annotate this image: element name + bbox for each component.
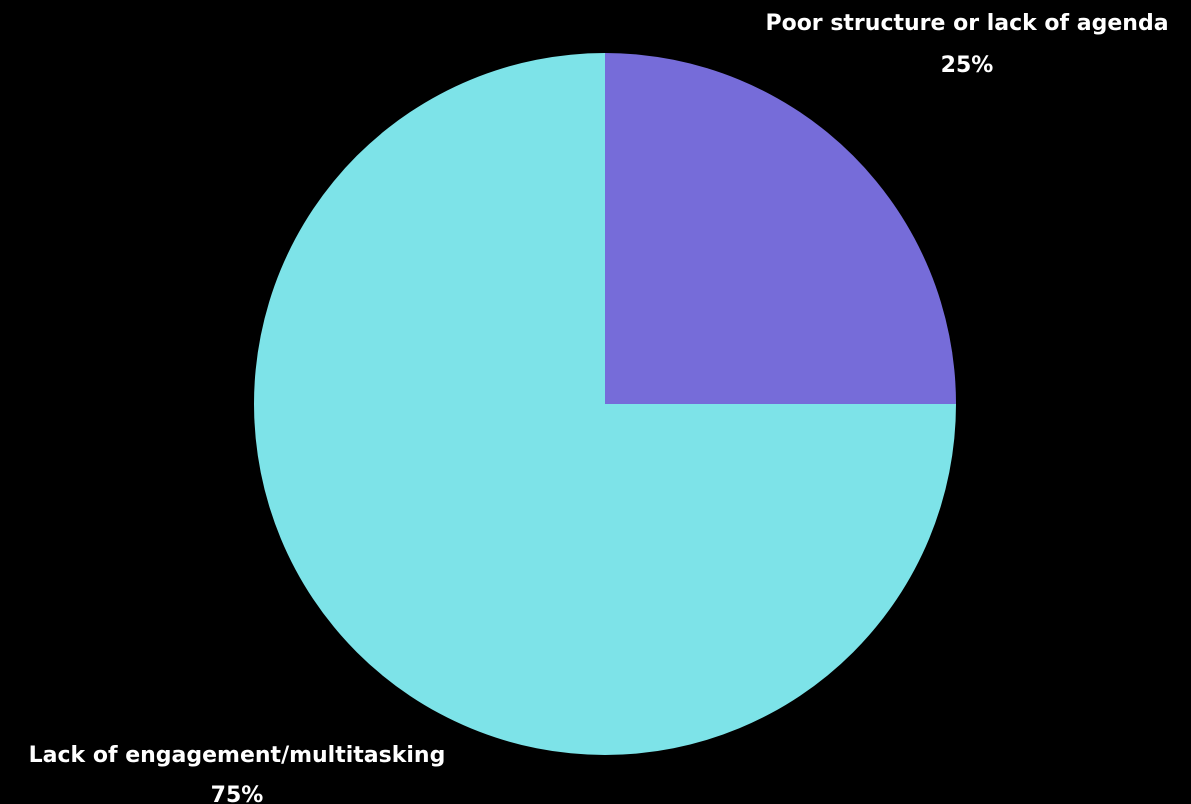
slice-label-value-0: 25% — [941, 53, 994, 78]
slice-label-name-1: Lack of engagement/multitasking — [29, 743, 446, 768]
slice-label-group-1: Lack of engagement/multitasking 75% — [29, 743, 446, 804]
slice-label-value-1: 75% — [211, 783, 264, 804]
pie-slice-1 — [254, 53, 956, 755]
slice-label-name-0: Poor structure or lack of agenda — [765, 11, 1168, 36]
pie-slice-0 — [605, 53, 956, 404]
pie-slices — [254, 53, 956, 755]
slice-label-group-0: Poor structure or lack of agenda 25% — [765, 11, 1168, 78]
